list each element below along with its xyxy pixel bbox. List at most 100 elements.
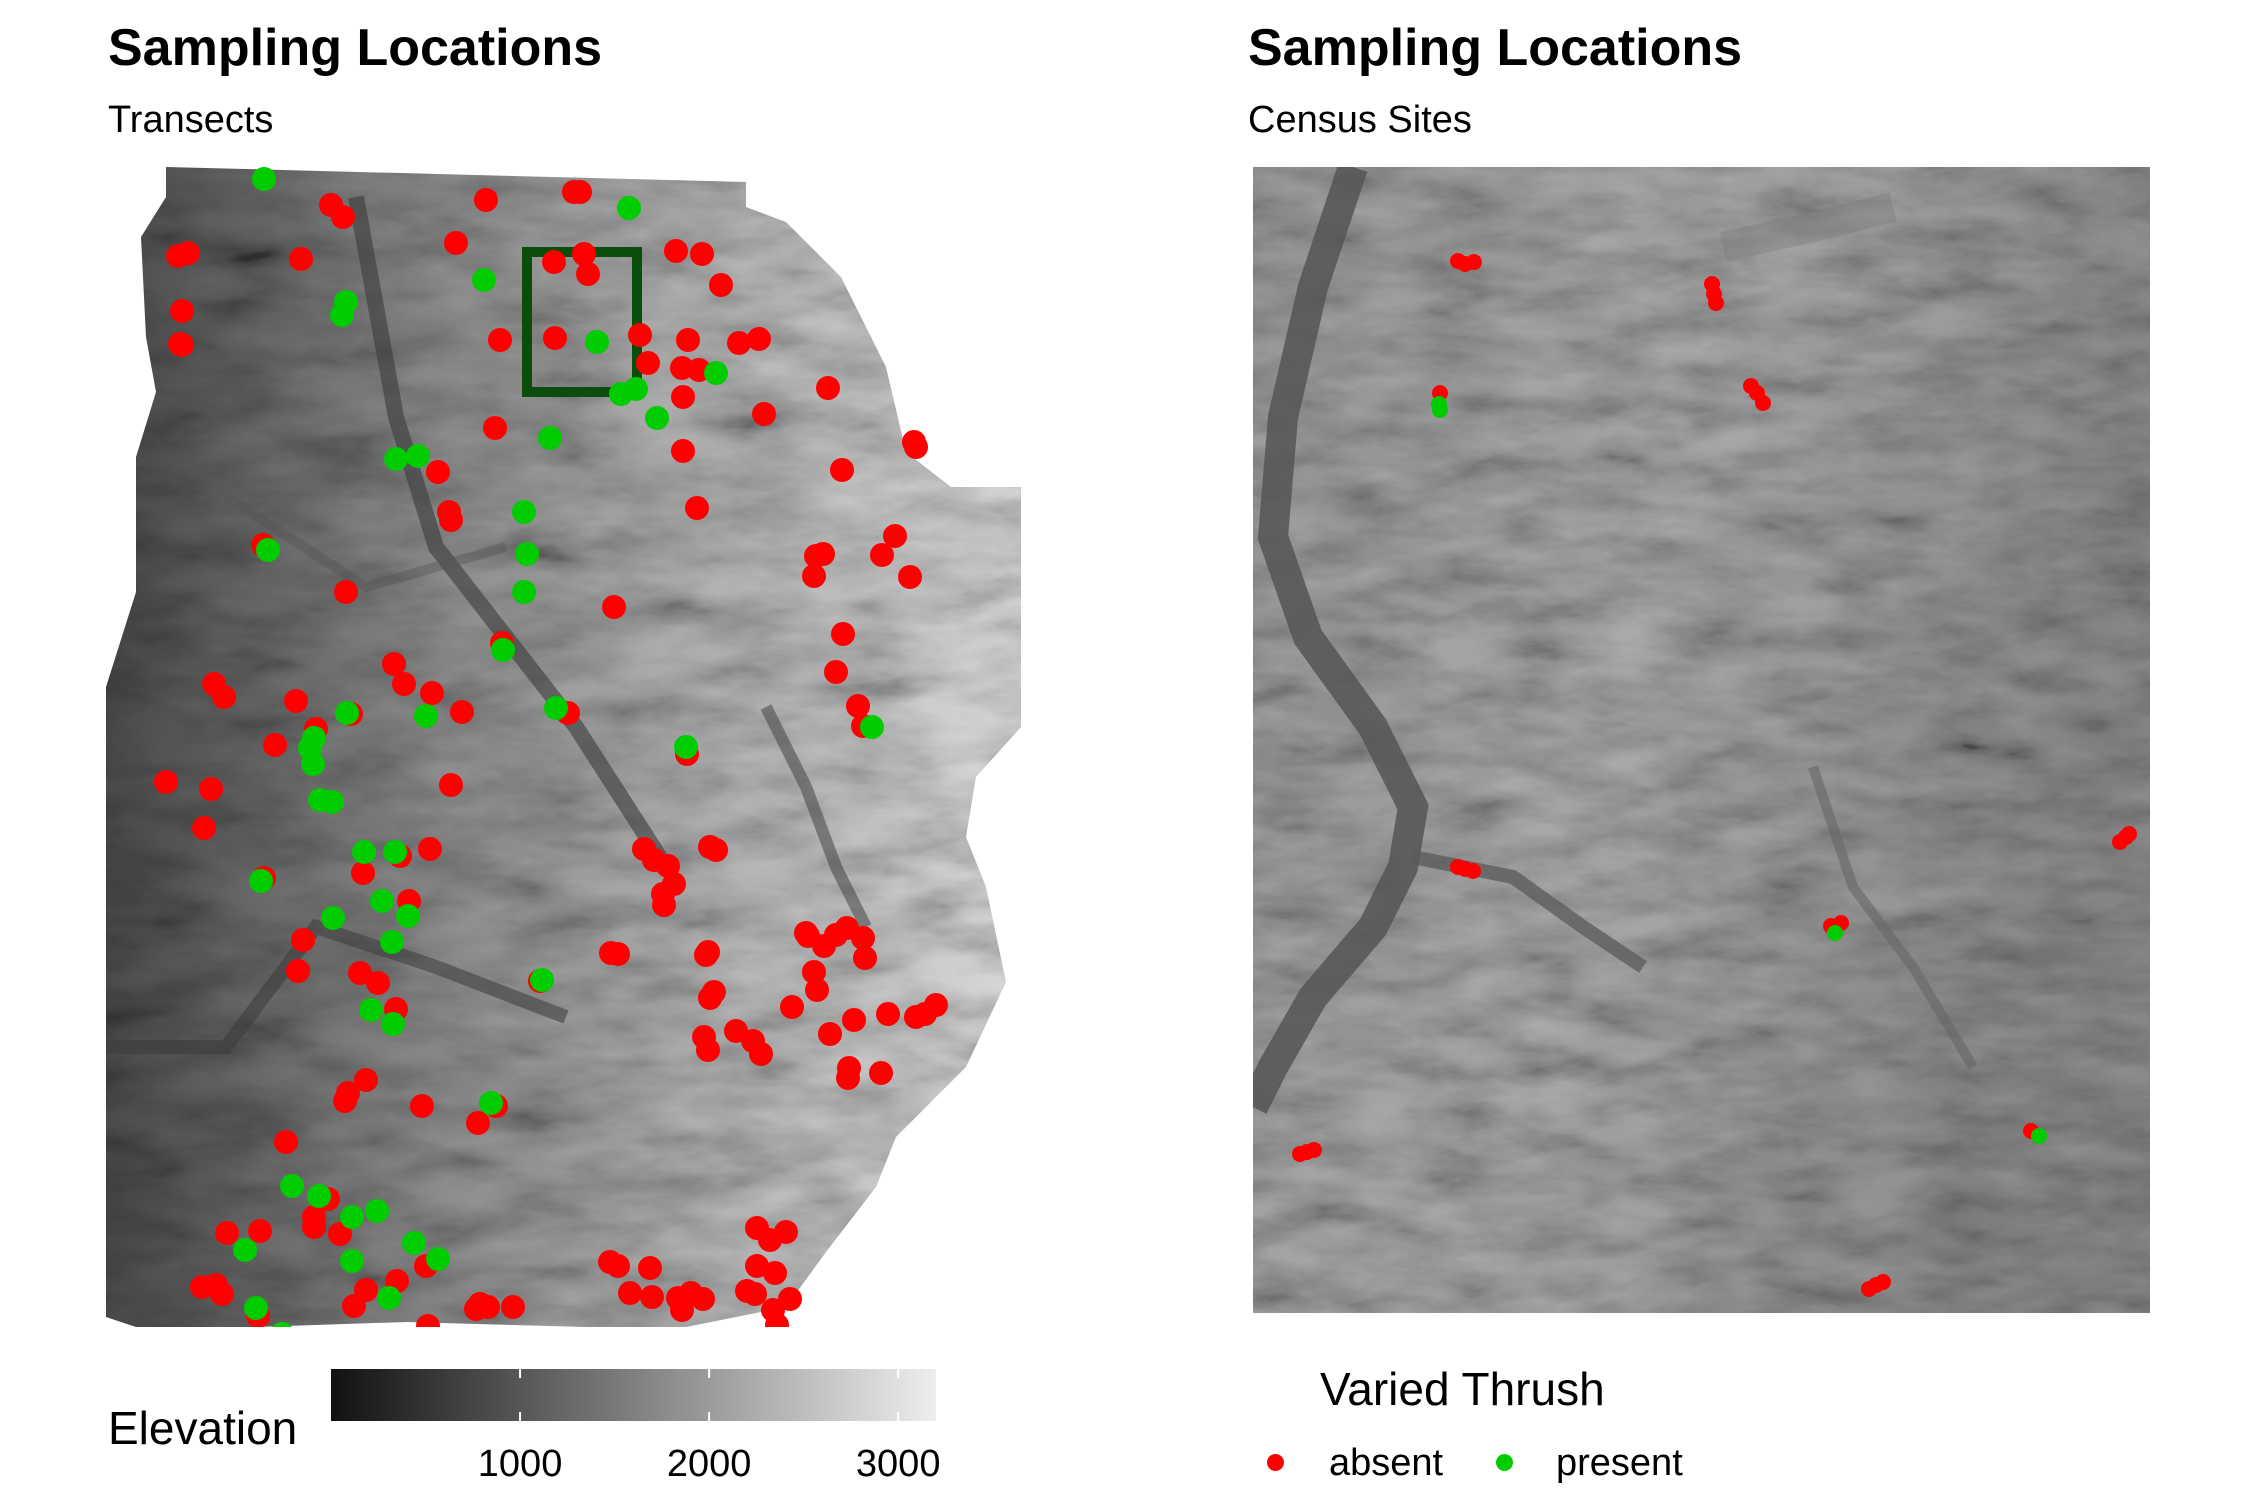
present-point	[544, 696, 568, 720]
absent-point	[638, 1256, 662, 1280]
absent-point	[284, 689, 308, 713]
present-point	[352, 840, 376, 864]
absent-point	[606, 942, 630, 966]
present-point	[512, 500, 536, 524]
absent-point	[696, 1038, 720, 1062]
absent-point	[811, 542, 835, 566]
absent-point	[846, 694, 870, 718]
absent-point	[351, 861, 375, 885]
transect-points	[154, 167, 948, 1327]
present-point	[609, 382, 633, 406]
absent-point	[812, 934, 836, 958]
absent-point	[501, 1295, 525, 1319]
absent-point	[1465, 863, 1481, 879]
absent-point	[853, 946, 877, 970]
absent-point	[466, 1111, 490, 1135]
right-panel-title: Sampling Locations	[1248, 19, 1743, 77]
absent-point	[192, 816, 216, 840]
absent-point	[263, 733, 287, 757]
absent-point	[286, 959, 310, 983]
present-point	[406, 444, 430, 468]
present-point	[370, 889, 394, 913]
absent-point	[836, 1066, 860, 1090]
absent-point	[437, 500, 461, 524]
present-point	[280, 1174, 304, 1198]
absent-point	[331, 205, 355, 229]
present-point	[233, 1238, 257, 1262]
absent-point	[831, 622, 855, 646]
present-point	[396, 904, 420, 928]
absent-point	[212, 685, 236, 709]
present-point	[491, 638, 515, 662]
present-point	[704, 361, 728, 385]
absent-point	[745, 1254, 769, 1278]
absent-point	[898, 565, 922, 589]
absent-point	[576, 262, 600, 286]
present-point	[301, 752, 325, 776]
absent-point	[727, 331, 751, 355]
absent-point	[698, 986, 722, 1010]
absent-point	[902, 430, 926, 454]
absent-point	[842, 1008, 866, 1032]
absent-point	[348, 961, 372, 985]
present-point	[515, 542, 539, 566]
present-point	[414, 704, 438, 728]
absent-point	[765, 1313, 789, 1327]
present-point	[307, 1184, 331, 1208]
absent-point	[671, 439, 695, 463]
absent-point	[426, 460, 450, 484]
present-point	[340, 1249, 364, 1273]
species-legend-title: Varied Thrush	[1320, 1363, 1605, 1415]
present-point	[335, 701, 359, 725]
absent-point	[210, 1282, 234, 1306]
absent-point	[904, 1005, 928, 1029]
absent-point	[602, 595, 626, 619]
present-point	[384, 447, 408, 471]
absent-point	[704, 838, 728, 862]
absent-point	[691, 1287, 715, 1311]
present-point	[1827, 925, 1843, 941]
elevation-tick-label: 1000	[477, 1443, 563, 1485]
absent-point	[154, 770, 178, 794]
absent-point	[749, 1042, 773, 1066]
absent-point	[709, 273, 733, 297]
present-point	[472, 268, 496, 292]
present-point	[380, 930, 404, 954]
legend-present-dot	[1496, 1454, 1513, 1471]
absent-point	[1708, 295, 1724, 311]
absent-point	[818, 1022, 842, 1046]
absent-point	[2121, 826, 2137, 842]
absent-point	[830, 458, 854, 482]
absent-point	[752, 402, 776, 426]
absent-point	[685, 496, 709, 520]
absent-point	[572, 242, 596, 266]
absent-point	[474, 188, 498, 212]
right-panel-subtitle: Census Sites	[1248, 99, 1472, 141]
absent-point	[743, 1282, 767, 1306]
present-point	[320, 790, 344, 814]
present-point	[530, 968, 554, 992]
absent-point	[420, 681, 444, 705]
left-panel-subtitle: Transects	[108, 99, 274, 141]
present-point	[585, 330, 609, 354]
absent-point	[870, 543, 894, 567]
absent-point	[439, 773, 463, 797]
present-point	[272, 1322, 292, 1327]
absent-point	[248, 1219, 272, 1243]
absent-point	[302, 1215, 326, 1239]
present-point	[538, 426, 562, 450]
present-point	[249, 869, 273, 893]
absent-point	[805, 978, 829, 1002]
absent-point	[542, 250, 566, 274]
absent-point	[690, 242, 714, 266]
present-point	[2031, 1128, 2047, 1144]
absent-point	[488, 328, 512, 352]
absent-point	[664, 239, 688, 263]
elevation-colorbar	[331, 1369, 936, 1421]
absent-point	[328, 1222, 352, 1246]
absent-point	[176, 241, 200, 265]
present-point	[359, 998, 383, 1022]
absent-point	[671, 385, 695, 409]
absent-point	[289, 247, 313, 271]
present-point	[1432, 402, 1448, 418]
